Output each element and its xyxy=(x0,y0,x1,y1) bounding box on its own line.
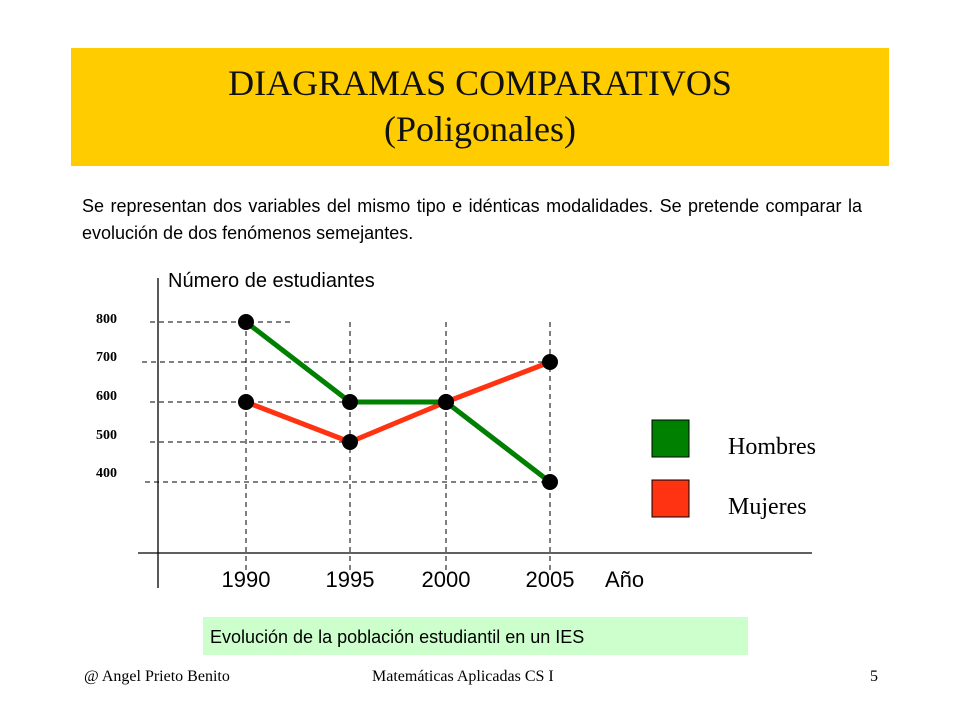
y-tick-label: 600 xyxy=(96,389,117,404)
data-point-mujeres xyxy=(342,434,358,450)
legend: Hombres Mujeres xyxy=(651,419,816,520)
title-banner: DIAGRAMAS COMPARATIVOS (Poligonales) xyxy=(71,48,889,166)
x-tick-label: 1995 xyxy=(326,567,375,592)
footer-author: @ Angel Prieto Benito xyxy=(84,668,230,685)
chart-caption: Evolución de la población estudiantil en… xyxy=(210,627,584,647)
series-line-hombres xyxy=(244,320,552,484)
data-point-hombres xyxy=(342,394,358,410)
y-tick-labels: 800 700 600 500 400 xyxy=(96,312,117,481)
y-tick-label: 800 xyxy=(96,312,117,327)
series-line-mujeres xyxy=(245,359,551,445)
data-point-mujeres xyxy=(438,394,454,410)
y-tick-label: 700 xyxy=(96,350,117,365)
slide-subtitle: (Poligonales) xyxy=(384,109,576,149)
legend-label-mujeres: Mujeres xyxy=(728,494,807,520)
data-point-hombres xyxy=(238,314,254,330)
y-tick-label: 500 xyxy=(96,428,117,443)
description-text: Se representan dos variables del mismo t… xyxy=(82,196,862,243)
x-tick-label: 2000 xyxy=(422,567,471,592)
footer-course: Matemáticas Aplicadas CS I xyxy=(372,668,554,685)
x-tick-label: 1990 xyxy=(222,567,271,592)
x-axis-label: Año xyxy=(605,567,644,592)
legend-label-hombres: Hombres xyxy=(728,434,816,460)
legend-swatch-mujeres xyxy=(651,479,690,518)
data-point-mujeres xyxy=(542,354,558,370)
series-group xyxy=(238,314,558,490)
legend-swatch-hombres xyxy=(651,419,690,458)
x-tick-labels: 1990 1995 2000 2005 xyxy=(222,567,575,592)
y-tick-label: 400 xyxy=(96,466,117,481)
x-tick-label: 2005 xyxy=(526,567,575,592)
slide-title: DIAGRAMAS COMPARATIVOS xyxy=(228,63,732,103)
data-point-hombres xyxy=(542,474,558,490)
y-axis-label: Número de estudiantes xyxy=(168,270,375,292)
caption-box xyxy=(203,617,748,655)
data-point-mujeres xyxy=(238,394,254,410)
footer-page-number: 5 xyxy=(870,668,878,685)
